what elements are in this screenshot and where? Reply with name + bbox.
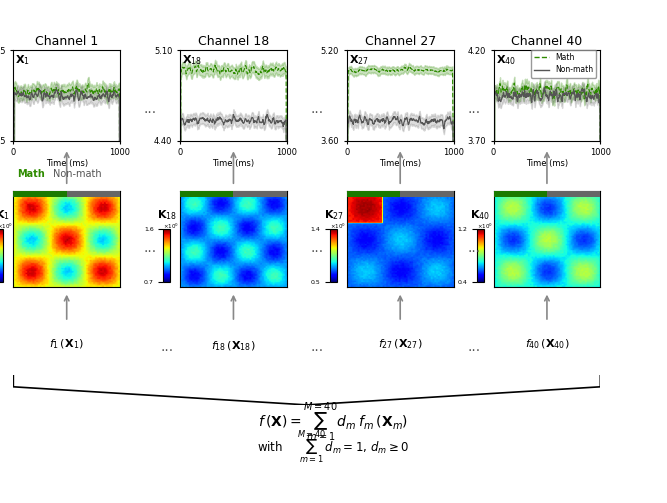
Text: ...: ... (310, 102, 323, 116)
Text: Channel 40: Channel 40 (512, 35, 582, 48)
Text: ...: ... (467, 340, 480, 354)
Text: $f_{40}\,(\mathbf{X}_{40})$: $f_{40}\,(\mathbf{X}_{40})$ (525, 337, 569, 351)
Text: $\mathbf{X}_{27}$: $\mathbf{X}_{27}$ (349, 53, 369, 67)
Text: $\mathbf{K}_{1}$: $\mathbf{K}_{1}$ (0, 208, 10, 222)
X-axis label: Time (ms): Time (ms) (45, 159, 88, 168)
Bar (233, 191, 287, 197)
Bar (67, 191, 120, 197)
Text: $\times 10^{0}$: $\times 10^{0}$ (330, 222, 346, 231)
Text: with $\quad \sum_{m=1}^{M=40} d_m = 1,\, d_m \geq 0$: with $\quad \sum_{m=1}^{M=40} d_m = 1,\,… (257, 429, 410, 466)
Bar (347, 191, 400, 197)
Text: $f_{18}\,(\mathbf{X}_{18})$: $f_{18}\,(\mathbf{X}_{18})$ (211, 340, 255, 353)
Text: $\mathbf{K}_{40}$: $\mathbf{K}_{40}$ (470, 208, 490, 222)
Bar (547, 191, 600, 197)
Text: $f_1\,(\mathbf{X}_1)$: $f_1\,(\mathbf{X}_1)$ (49, 337, 84, 351)
X-axis label: Time (ms): Time (ms) (379, 159, 422, 168)
X-axis label: Time (ms): Time (ms) (212, 159, 255, 168)
Text: ...: ... (160, 340, 173, 354)
Bar (494, 191, 547, 197)
Bar (13, 191, 67, 197)
Text: $f\,(\mathbf{X})=\sum_{m=1}^{M=40} d_m \; f_m\,(\mathbf{X}_m)$: $f\,(\mathbf{X})=\sum_{m=1}^{M=40} d_m \… (258, 401, 409, 444)
Text: ...: ... (143, 102, 157, 116)
Text: $\mathbf{K}_{18}$: $\mathbf{K}_{18}$ (157, 208, 177, 222)
Text: Channel 18: Channel 18 (198, 35, 269, 48)
Text: $\mathbf{X}_{18}$: $\mathbf{X}_{18}$ (182, 53, 202, 67)
Bar (180, 191, 233, 197)
Text: ...: ... (467, 102, 480, 116)
Legend: Math, Non-math: Math, Non-math (531, 50, 596, 77)
Bar (400, 191, 454, 197)
Text: $\mathbf{X}_{1}$: $\mathbf{X}_{1}$ (15, 53, 31, 67)
Text: $\mathbf{K}_{27}$: $\mathbf{K}_{27}$ (323, 208, 344, 222)
Text: $\mathbf{X}_{40}$: $\mathbf{X}_{40}$ (496, 53, 516, 67)
Text: Channel 27: Channel 27 (365, 35, 436, 48)
Text: ...: ... (467, 241, 480, 256)
Text: ...: ... (143, 241, 157, 256)
X-axis label: Time (ms): Time (ms) (526, 159, 568, 168)
Text: ...: ... (310, 340, 323, 354)
Text: $f_{27}\,(\mathbf{X}_{27})$: $f_{27}\,(\mathbf{X}_{27})$ (378, 337, 422, 351)
Text: $\times 10^{0}$: $\times 10^{0}$ (0, 222, 13, 231)
Text: $\times 10^{0}$: $\times 10^{0}$ (163, 222, 179, 231)
Text: Math: Math (17, 169, 45, 179)
Text: $\times 10^{0}$: $\times 10^{0}$ (477, 222, 493, 231)
Text: Non-math: Non-math (53, 169, 102, 179)
Text: Channel 1: Channel 1 (35, 35, 98, 48)
Text: ...: ... (310, 241, 323, 256)
